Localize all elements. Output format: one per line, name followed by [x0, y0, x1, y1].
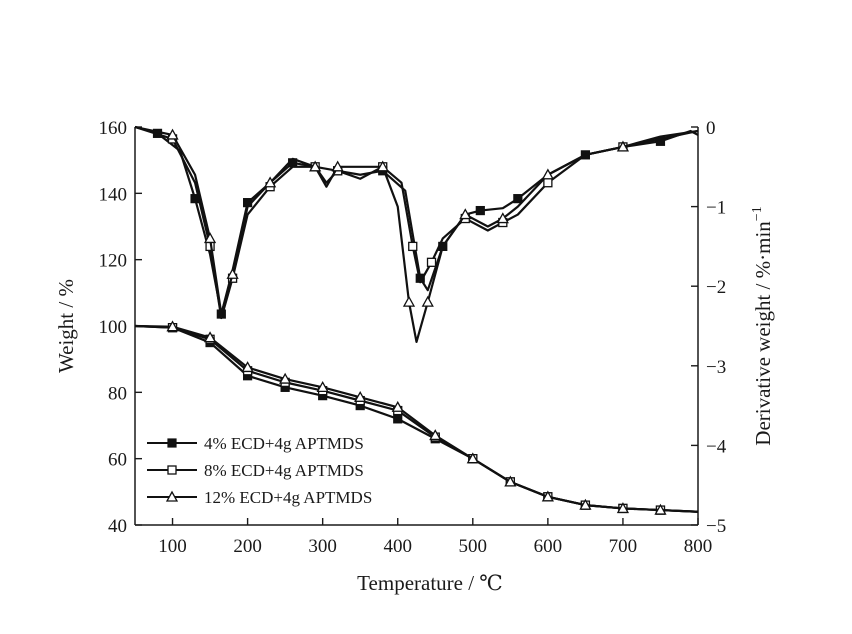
dtg-point	[475, 205, 485, 216]
tg-point	[316, 381, 329, 393]
dtg-point	[496, 212, 509, 224]
legend-swatch-marker	[165, 490, 179, 502]
dtg-point	[408, 241, 418, 252]
legend-swatch-marker	[167, 465, 177, 475]
y-left-tick-label: 120	[99, 251, 128, 272]
dtg-point	[513, 194, 523, 204]
dtg-point	[426, 257, 437, 267]
legend-item: 8% ECD+4g APTMDS	[147, 461, 364, 480]
dtg-point	[226, 267, 239, 279]
y-right-tick-label: −2	[706, 277, 726, 298]
series-1	[134, 125, 699, 515]
y-right-tick-label: 0	[706, 118, 716, 139]
x-axis-label: Temperature / ℃	[357, 571, 503, 595]
dtg-line-series-1	[134, 125, 699, 316]
x-tick-label: 600	[534, 536, 563, 557]
dtg-line-series-3	[134, 125, 699, 344]
legend-label: 8% ECD+4g APTMDS	[204, 461, 364, 480]
y-left-tick-label: 40	[108, 516, 127, 537]
x-tick-label: 300	[308, 536, 337, 557]
y-right-axis-label: Derivative weight / %·min−1	[750, 206, 775, 445]
y-right-tick-label: −3	[706, 357, 726, 378]
tg-point	[466, 452, 479, 464]
y-right-axis-label-sup: −1	[750, 206, 765, 221]
tg-point	[504, 475, 517, 487]
series-2	[134, 125, 699, 515]
tg-point	[279, 372, 292, 384]
tg-line-series-1	[134, 324, 699, 513]
tg-point	[166, 320, 179, 332]
dtg-point	[166, 128, 179, 140]
series-3	[134, 125, 699, 515]
tg-point	[241, 361, 254, 373]
tg-line-series-3	[134, 324, 699, 513]
legend-item: 4% ECD+4g APTMDS	[147, 434, 364, 453]
tg-point	[654, 503, 667, 515]
legend-label: 12% ECD+4g APTMDS	[204, 488, 372, 507]
x-tick-label: 100	[158, 536, 187, 557]
x-tick-label: 800	[684, 536, 713, 557]
series-layer	[134, 125, 699, 515]
y-left-tick-label: 140	[99, 184, 128, 205]
dtg-point	[402, 295, 416, 307]
tg-point	[579, 498, 592, 510]
tg-point	[616, 502, 630, 514]
y-right-tick-label: −5	[706, 516, 726, 537]
dtg-point	[264, 176, 277, 188]
legend: 4% ECD+4g APTMDS 8% ECD+4g APTMDS 12% ECD+…	[147, 434, 372, 507]
tg-point	[354, 390, 367, 402]
x-tick-label: 500	[459, 536, 488, 557]
dtg-point	[376, 160, 389, 172]
dtg-line-series-2	[134, 125, 699, 320]
legend-swatch-marker	[167, 438, 177, 448]
ticks-layer: 100 200 300 400 500 600 700 800 40 60 80 100 120 140 1…	[99, 118, 727, 557]
x-tick-label: 400	[383, 536, 412, 557]
y-left-axis-label: Weight / %	[54, 279, 78, 373]
tg-line-series-2	[134, 324, 699, 513]
dtg-point	[331, 160, 344, 172]
y-left-tick-label: 80	[108, 383, 127, 404]
y-left-tick-label: 100	[99, 317, 128, 338]
dtg-point	[616, 140, 630, 152]
dtg-point	[421, 295, 434, 307]
tg-point	[429, 429, 442, 441]
y-right-tick-label: −4	[706, 436, 727, 457]
dtg-point	[459, 208, 472, 220]
tg-point	[391, 400, 404, 412]
legend-label: 4% ECD+4g APTMDS	[204, 434, 364, 453]
x-tick-label: 200	[233, 536, 262, 557]
tg-point	[203, 331, 217, 343]
dtg-point	[541, 168, 554, 180]
tg-point	[541, 490, 554, 502]
dtg-point	[543, 178, 553, 188]
dtg-point	[309, 160, 322, 172]
tg-point	[393, 414, 403, 424]
y-left-tick-label: 60	[108, 450, 127, 471]
dtg-point	[203, 232, 217, 244]
y-left-tick-label: 160	[99, 118, 128, 139]
y-right-axis-label-main: Derivative weight / %·min	[751, 221, 775, 446]
legend-item: 12% ECD+4g APTMDS	[147, 488, 372, 507]
y-right-tick-label: −1	[706, 198, 726, 219]
x-tick-label: 700	[609, 536, 638, 557]
